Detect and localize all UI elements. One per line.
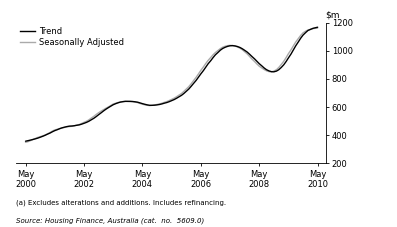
Text: Source: Housing Finance, Australia (cat.  no.  5609.0): Source: Housing Finance, Australia (cat.… [16,217,204,224]
Text: (a) Excludes alterations and additions. Includes refinancing.: (a) Excludes alterations and additions. … [16,199,226,206]
Text: $m: $m [326,11,340,20]
Legend: Trend, Seasonally Adjusted: Trend, Seasonally Adjusted [20,27,124,47]
